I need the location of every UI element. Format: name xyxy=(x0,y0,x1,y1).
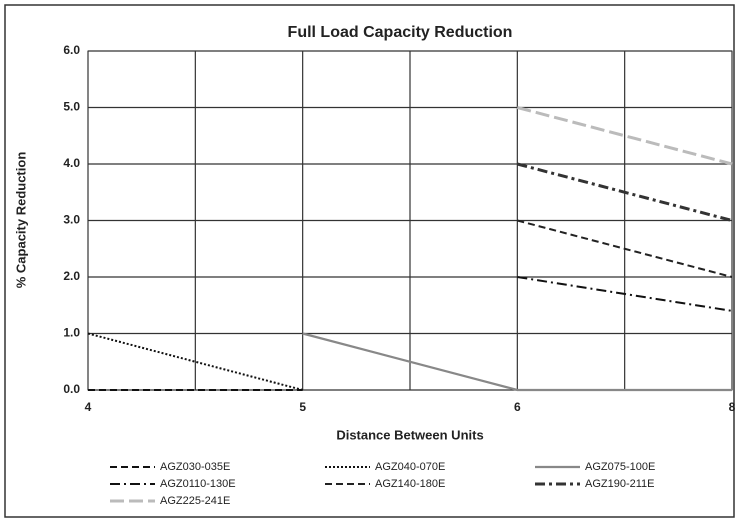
series-line xyxy=(302,332,732,392)
legend-label: AGZ0110-130E xyxy=(160,478,236,490)
y-tick-label: 6.0 xyxy=(63,43,80,57)
series-line xyxy=(516,162,733,222)
chart-border xyxy=(4,4,735,518)
legend-label: AGZ190-211E xyxy=(585,478,655,490)
y-tick-label: 0.0 xyxy=(63,382,80,396)
y-tick-label: 5.0 xyxy=(63,100,80,114)
x-tick-label: 6 xyxy=(514,400,521,414)
series-line xyxy=(517,276,733,312)
y-axis-title: % Capacity Reduction xyxy=(13,152,28,289)
chart-title: Full Load Capacity Reduction xyxy=(288,24,513,41)
legend-label: AGZ075-100E xyxy=(585,461,655,473)
series-line xyxy=(516,106,733,166)
y-tick-label: 1.0 xyxy=(63,326,80,340)
y-tick-label: 2.0 xyxy=(63,269,80,283)
legend-label: AGZ040-070E xyxy=(375,461,445,473)
legend-label: AGZ225-241E xyxy=(160,495,230,507)
series-line xyxy=(517,219,733,278)
y-tick-label: 3.0 xyxy=(63,213,80,227)
x-tick-label: 4 xyxy=(85,400,92,414)
series-line xyxy=(87,332,303,391)
y-tick-label: 4.0 xyxy=(63,156,80,170)
legend-label: AGZ140-180E xyxy=(375,478,445,490)
x-tick-label: 5 xyxy=(299,400,306,414)
legend-label: AGZ030-035E xyxy=(160,461,230,473)
x-axis-title: Distance Between Units xyxy=(336,427,483,442)
x-tick-label: 8 xyxy=(729,400,736,414)
